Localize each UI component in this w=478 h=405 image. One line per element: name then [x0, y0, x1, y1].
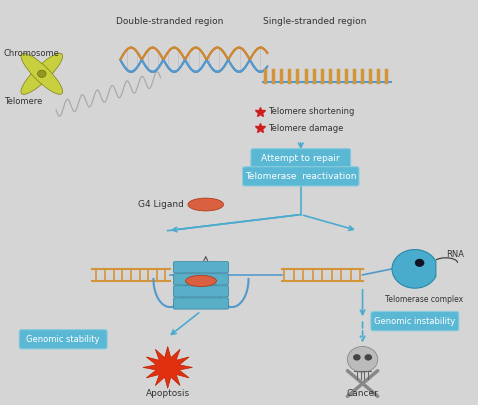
Text: Telomere damage: Telomere damage: [269, 124, 344, 132]
Text: Chromosome: Chromosome: [4, 49, 60, 58]
Circle shape: [415, 259, 424, 267]
Circle shape: [353, 354, 361, 360]
Text: Apoptosis: Apoptosis: [146, 389, 190, 398]
Text: Telomerase  reactivation: Telomerase reactivation: [245, 172, 357, 181]
FancyBboxPatch shape: [174, 298, 228, 309]
Ellipse shape: [21, 53, 63, 94]
Ellipse shape: [188, 198, 224, 211]
FancyBboxPatch shape: [174, 262, 228, 273]
FancyBboxPatch shape: [242, 167, 359, 186]
Polygon shape: [143, 347, 193, 388]
Text: RNA: RNA: [445, 250, 464, 259]
Text: Double-stranded region: Double-stranded region: [117, 17, 224, 26]
Circle shape: [348, 347, 378, 372]
FancyBboxPatch shape: [19, 330, 107, 349]
Circle shape: [364, 354, 372, 360]
Polygon shape: [392, 249, 436, 288]
Text: Cancer: Cancer: [347, 389, 379, 398]
Text: Genomic instability: Genomic instability: [374, 317, 456, 326]
Text: Genomic stability: Genomic stability: [26, 335, 100, 344]
Text: G4 Ligand: G4 Ligand: [139, 200, 185, 209]
Ellipse shape: [37, 70, 46, 77]
Ellipse shape: [21, 53, 63, 94]
Text: Telomere: Telomere: [4, 97, 42, 106]
Text: Single-stranded region: Single-stranded region: [263, 17, 367, 26]
FancyBboxPatch shape: [174, 286, 228, 297]
Ellipse shape: [185, 275, 217, 287]
FancyBboxPatch shape: [251, 149, 351, 168]
Text: Telomerase complex: Telomerase complex: [385, 295, 463, 304]
FancyBboxPatch shape: [174, 274, 228, 285]
Text: Telomere shortening: Telomere shortening: [269, 107, 355, 117]
FancyBboxPatch shape: [371, 311, 459, 331]
Text: Attempt to repair: Attempt to repair: [261, 154, 340, 163]
